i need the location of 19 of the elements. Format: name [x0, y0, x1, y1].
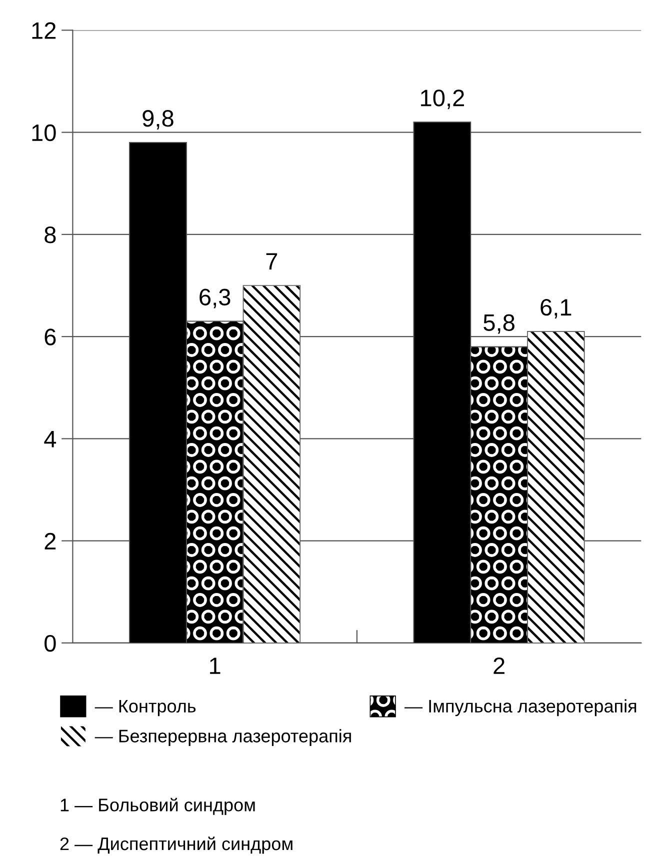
text: 1 — Больовий синдром: [60, 798, 255, 815]
legend-label: — Безперервна лазеротерапія: [94, 729, 351, 746]
y-tick-label: 10: [32, 124, 56, 142]
data-label: 9,8: [142, 110, 174, 130]
y-tick-label: 0: [44, 635, 56, 652]
legend-label: — Імпульсна лазеротерапія: [404, 699, 636, 716]
data-label: 6,3: [200, 288, 230, 308]
y-tick-label: 4: [44, 431, 56, 448]
legend-label: — Контроль: [94, 700, 196, 716]
y-tick-label: 6: [44, 328, 56, 346]
data-label: 5,8: [484, 314, 514, 334]
data-label: 7: [266, 253, 278, 270]
y-tick-label: 12: [32, 22, 56, 39]
text: 2 — Диспептичний синдром: [60, 836, 292, 854]
y-tick-label: 8: [44, 226, 56, 244]
y-tick-label: 2: [44, 532, 56, 550]
x-tick-label: 1: [210, 658, 220, 674]
data-label: 6,1: [540, 298, 572, 318]
data-label: 10,2: [421, 90, 464, 110]
